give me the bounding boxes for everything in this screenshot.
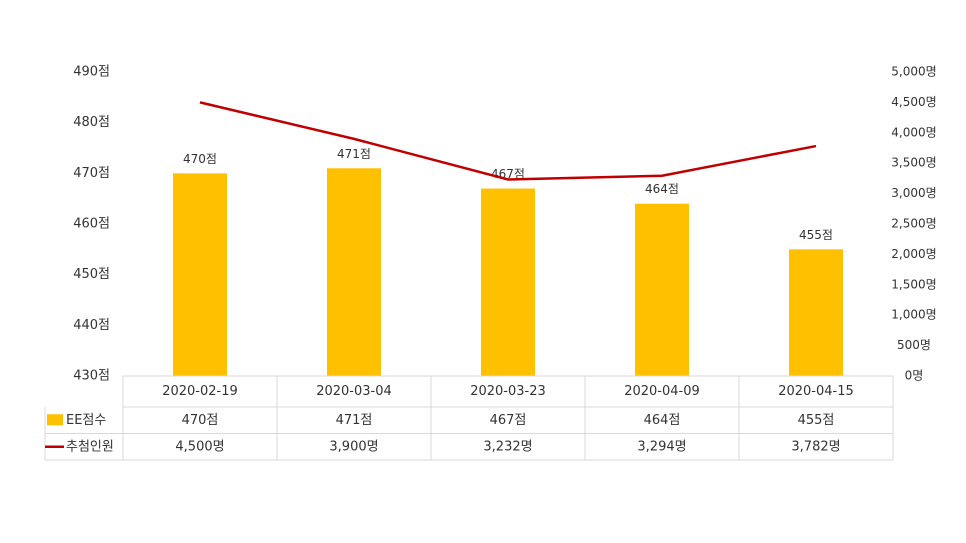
y2-tick-label: 500명 [897, 338, 931, 352]
table-cell: 4,500명 [175, 439, 224, 454]
table-cell: 3,232명 [483, 439, 532, 454]
bar [481, 188, 535, 376]
x-tick-label: 2020-03-23 [470, 384, 546, 399]
legend-swatch [47, 414, 63, 426]
line [199, 101, 817, 181]
table-cell: 3,900명 [329, 439, 378, 454]
data-label: 455점 [799, 228, 833, 242]
y-tick-label: 470점 [73, 166, 110, 181]
data-label: 470점 [183, 152, 217, 166]
y2-tick-label: 2,000명 [891, 247, 936, 261]
table-cell: 467점 [490, 413, 527, 428]
table-cell: 3,294명 [637, 439, 686, 454]
table-cell: 455점 [798, 413, 835, 428]
y-tick-label: 430점 [73, 369, 110, 384]
y-tick-label: 460점 [73, 217, 110, 232]
y2-tick-label: 0명 [905, 369, 924, 383]
y2-tick-label: 3,500명 [891, 156, 936, 170]
bar [327, 168, 381, 376]
y2-tick-label: 3,000명 [891, 186, 936, 200]
y2-tick-label: 1,000명 [891, 308, 936, 322]
y2-tick-label: 5,000명 [891, 65, 936, 79]
y-tick-label: 450점 [73, 267, 110, 282]
x-tick-label: 2020-03-04 [316, 384, 392, 399]
y2-tick-label: 1,500명 [891, 277, 936, 291]
legend-label: EE점수 [66, 413, 106, 428]
table-cell: 470점 [182, 413, 219, 428]
x-tick-label: 2020-04-15 [778, 384, 854, 399]
data-label: 471점 [337, 147, 371, 161]
x-tick-label: 2020-04-09 [624, 384, 700, 399]
y2-tick-label: 2,500명 [891, 217, 936, 231]
x-tick-label: 2020-02-19 [162, 384, 238, 399]
table-cell: 464점 [644, 413, 681, 428]
data-label: 464점 [645, 182, 679, 196]
y2-tick-label: 4,500명 [891, 95, 936, 109]
bar [789, 249, 843, 376]
y-tick-label: 440점 [73, 318, 110, 333]
bar [635, 203, 689, 376]
y-tick-label: 490점 [73, 65, 110, 80]
table-cell: 471점 [336, 413, 373, 428]
y2-tick-label: 4,000명 [891, 125, 936, 139]
legend-label: 추첨인원 [66, 439, 114, 454]
y-tick-label: 480점 [73, 115, 110, 130]
table-cell: 3,782명 [791, 439, 840, 454]
bar [173, 173, 227, 376]
